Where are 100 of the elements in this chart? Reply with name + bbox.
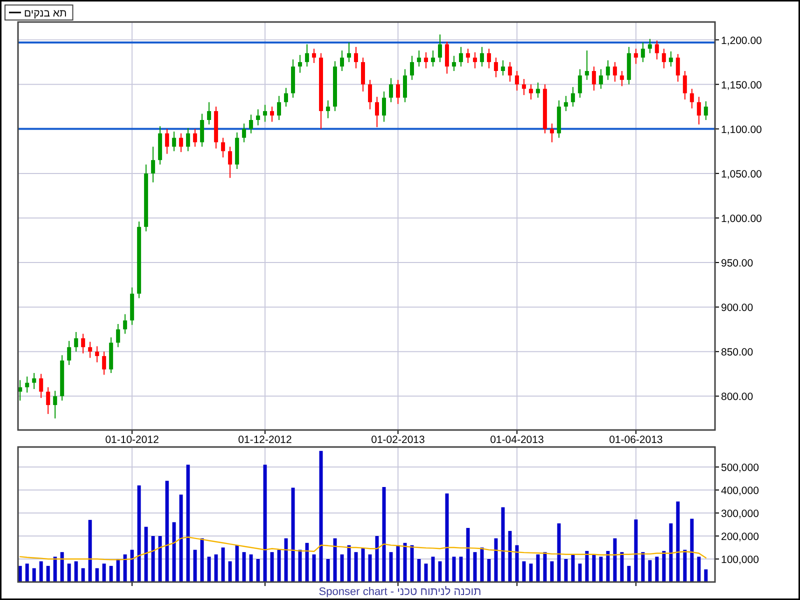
candlestick [416,50,421,68]
bar [200,538,204,582]
candlestick [151,146,156,183]
candlestick [354,46,358,69]
candlestick [570,86,575,108]
candlestick [648,38,652,54]
bar [81,568,85,582]
bar [585,550,589,582]
bar [242,552,246,582]
bar [165,480,169,582]
bar [130,550,134,582]
candlestick [116,323,120,348]
candlestick [480,46,484,68]
bar [144,526,148,582]
candlestick [424,52,428,69]
bar [403,542,407,582]
bar [39,561,43,582]
bar [375,536,379,582]
bar [347,545,351,582]
candlestick [458,46,463,68]
x-tick-label: 01-12-2012 [238,434,292,446]
bar [256,559,260,582]
bar [25,564,29,582]
candlestick [305,44,310,68]
bar [494,538,498,582]
candlestick [249,114,254,134]
bar [207,556,211,582]
candlestick [640,42,645,63]
bar [305,542,309,582]
x-tick-label: 01-10-2012 [105,434,160,446]
text: תא בנקים [24,8,67,20]
bar [536,554,540,582]
bar [592,554,596,582]
bar [634,519,638,582]
y-tick-label: 800.00 [721,391,754,404]
candlestick [396,79,400,104]
candlestick [340,50,344,72]
candlestick [347,42,352,63]
bar [613,538,617,582]
candlestick [634,48,638,64]
bar [480,548,484,582]
candlestick [402,68,407,103]
candlestick [88,341,92,358]
bar [522,561,526,582]
candlestick [500,60,505,76]
bar [361,548,365,582]
bar [214,554,218,582]
bar [382,487,386,582]
bar [319,450,323,582]
bar [277,550,281,582]
candlestick [25,376,30,394]
candlestick [67,340,72,366]
candlestick [682,70,687,100]
y-tick-label: 500,000 [721,462,760,474]
candlestick [186,128,190,152]
bar [60,552,64,582]
bar [473,552,477,582]
candlestick [221,137,226,158]
candlestick [472,52,477,69]
candlestick [430,50,435,68]
bar [88,520,92,582]
candlestick [284,87,288,108]
candlestick [256,108,260,126]
candlestick [508,62,512,82]
bar [158,536,162,582]
bar [627,566,631,582]
candlestick [277,95,282,120]
bar [298,550,302,582]
bar [221,548,225,582]
bar [606,550,610,582]
bar [270,552,274,582]
candlestick [662,48,666,69]
bar [564,559,568,582]
bar [95,568,99,582]
candlestick [382,90,386,122]
candlestick [200,113,204,148]
candlestick [95,346,100,363]
bar [459,556,463,582]
candlestick [326,100,330,119]
candlestick [564,95,568,112]
bar [571,554,575,582]
candlestick [668,50,673,68]
candlestick [193,128,198,148]
candlestick [179,132,184,153]
bar [333,538,337,582]
candlestick [410,55,414,80]
bar [466,528,470,582]
candlestick [39,373,44,398]
candlestick [704,100,708,120]
y-tick-label: 1,200.00 [721,34,762,47]
bar [74,561,78,582]
bar [263,464,267,582]
bar [501,507,505,582]
bar [193,550,197,582]
bar [508,530,512,582]
y-tick-label: 200,000 [721,531,760,544]
candlestick [81,333,86,354]
candlestick [528,84,533,100]
candlestick [676,54,680,82]
bar [704,569,708,582]
